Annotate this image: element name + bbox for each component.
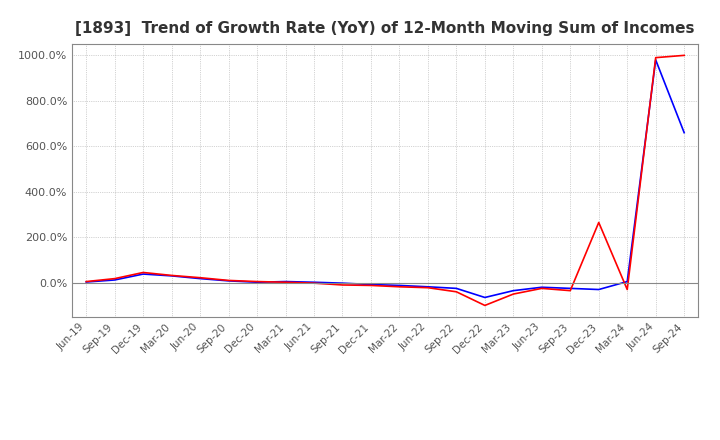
Net Income Growth Rate <box>452 289 461 294</box>
Net Income Growth Rate <box>82 279 91 284</box>
Net Income Growth Rate <box>623 287 631 292</box>
Ordinary Income Growth Rate <box>82 279 91 285</box>
Net Income Growth Rate <box>139 270 148 275</box>
Line: Ordinary Income Growth Rate: Ordinary Income Growth Rate <box>86 60 684 297</box>
Net Income Growth Rate <box>196 275 204 280</box>
Net Income Growth Rate <box>366 283 375 288</box>
Ordinary Income Growth Rate <box>652 57 660 62</box>
Net Income Growth Rate <box>509 291 518 297</box>
Ordinary Income Growth Rate <box>566 286 575 291</box>
Ordinary Income Growth Rate <box>423 284 432 290</box>
Ordinary Income Growth Rate <box>680 130 688 136</box>
Net Income Growth Rate <box>480 303 489 308</box>
Ordinary Income Growth Rate <box>110 277 119 282</box>
Ordinary Income Growth Rate <box>253 279 261 285</box>
Ordinary Income Growth Rate <box>139 271 148 277</box>
Ordinary Income Growth Rate <box>509 288 518 293</box>
Net Income Growth Rate <box>423 285 432 290</box>
Net Income Growth Rate <box>282 279 290 285</box>
Ordinary Income Growth Rate <box>595 287 603 292</box>
Ordinary Income Growth Rate <box>623 279 631 284</box>
Net Income Growth Rate <box>566 288 575 293</box>
Net Income Growth Rate <box>652 55 660 60</box>
Ordinary Income Growth Rate <box>282 279 290 284</box>
Net Income Growth Rate <box>680 53 688 58</box>
Net Income Growth Rate <box>338 282 347 288</box>
Net Income Growth Rate <box>110 276 119 281</box>
Net Income Growth Rate <box>595 220 603 225</box>
Ordinary Income Growth Rate <box>395 283 404 288</box>
Ordinary Income Growth Rate <box>480 295 489 300</box>
Line: Net Income Growth Rate: Net Income Growth Rate <box>86 55 684 305</box>
Ordinary Income Growth Rate <box>196 276 204 281</box>
Ordinary Income Growth Rate <box>310 279 318 285</box>
Net Income Growth Rate <box>310 281 318 286</box>
Ordinary Income Growth Rate <box>452 286 461 291</box>
Ordinary Income Growth Rate <box>225 278 233 283</box>
Net Income Growth Rate <box>253 279 261 284</box>
Ordinary Income Growth Rate <box>366 282 375 287</box>
Net Income Growth Rate <box>537 286 546 291</box>
Ordinary Income Growth Rate <box>338 281 347 286</box>
Net Income Growth Rate <box>395 284 404 290</box>
Legend: Ordinary Income Growth Rate, Net Income Growth Rate: Ordinary Income Growth Rate, Net Income … <box>156 438 614 440</box>
Title: [1893]  Trend of Growth Rate (YoY) of 12-Month Moving Sum of Incomes: [1893] Trend of Growth Rate (YoY) of 12-… <box>76 21 695 36</box>
Ordinary Income Growth Rate <box>167 273 176 279</box>
Net Income Growth Rate <box>167 273 176 278</box>
Net Income Growth Rate <box>225 278 233 283</box>
Ordinary Income Growth Rate <box>537 285 546 290</box>
